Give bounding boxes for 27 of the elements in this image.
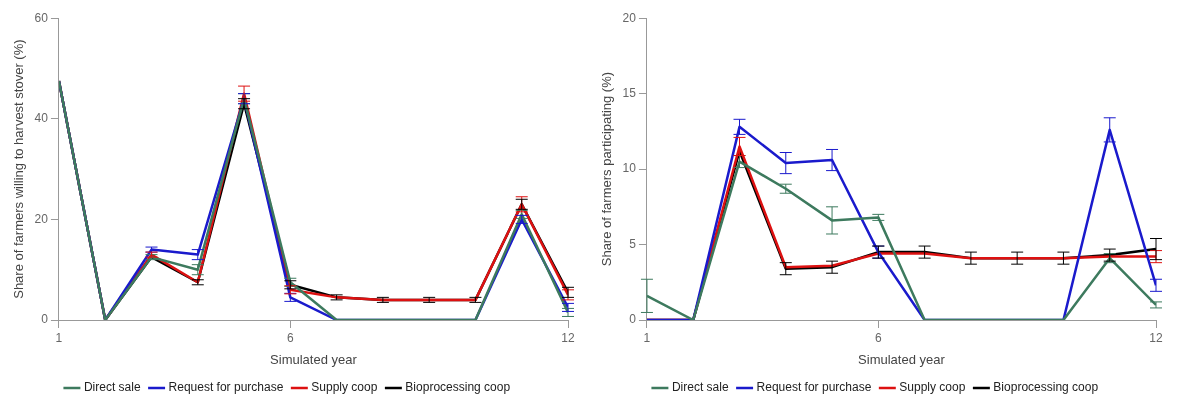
legend-label: Request for purchase [168, 380, 284, 395]
legend-label: Bioprocessing coop [993, 380, 1099, 395]
y-tick-label: 20 [34, 211, 49, 226]
y-tick-label: 60 [34, 10, 49, 25]
y-tick-label: 40 [34, 111, 49, 126]
x-tick-label: 6 [286, 330, 294, 345]
legend-label: Supply coop [899, 380, 966, 395]
x-axis-title: Simulated year [858, 351, 946, 367]
y-tick-label: 20 [622, 10, 637, 25]
y-tick-label: 0 [629, 312, 637, 327]
y-tick-label: 10 [622, 161, 637, 176]
y-axis-title: Share of farmers participating (%) [599, 71, 615, 267]
x-tick-label: 1 [643, 330, 651, 345]
x-tick-label: 12 [561, 330, 575, 345]
y-tick-label: 15 [622, 85, 637, 100]
legend-label: Bioprocessing coop [405, 380, 511, 395]
y-axis-title: Share of farmers willing to harvest stover (%) [11, 39, 27, 299]
x-tick-label: 1 [55, 330, 63, 345]
x-tick-label: 6 [874, 330, 882, 345]
legend-label: Supply coop [311, 380, 378, 395]
x-tick-label: 12 [1149, 330, 1163, 345]
legend-label: Direct sale [671, 380, 729, 395]
legend-label: Direct sale [83, 380, 141, 395]
y-tick-label: 0 [41, 312, 49, 327]
y-tick-label: 5 [629, 236, 637, 251]
x-axis-title: Simulated year [270, 351, 358, 367]
legend-label: Request for purchase [756, 380, 872, 395]
